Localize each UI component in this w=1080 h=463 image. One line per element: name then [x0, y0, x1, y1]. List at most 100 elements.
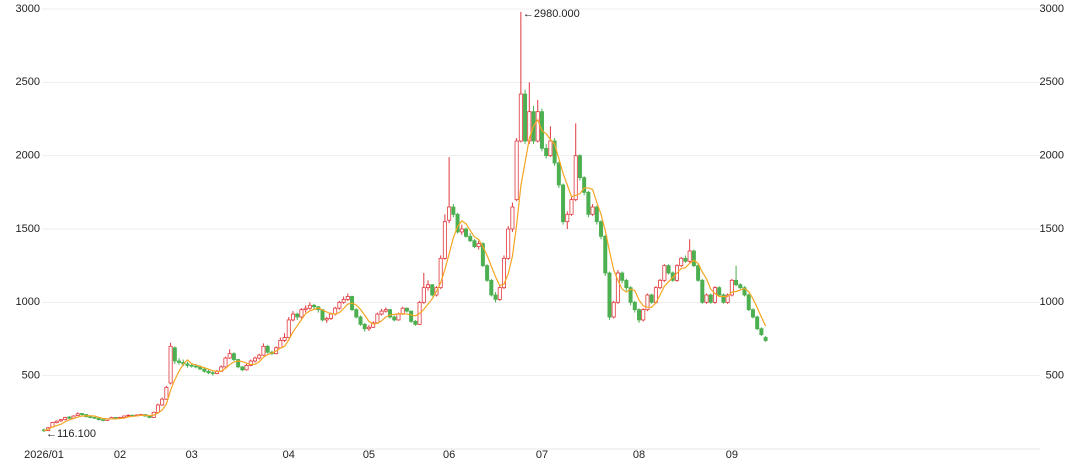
- x-tick-label: 2026/01: [24, 449, 64, 461]
- candle-body: [58, 419, 63, 422]
- candle-body: [375, 313, 380, 324]
- candle-body: [658, 279, 663, 289]
- x-tick-label: 08: [633, 449, 645, 461]
- y2-tick-label: 3000: [1040, 3, 1064, 15]
- candle-body: [742, 287, 747, 296]
- candle-body: [328, 313, 333, 319]
- candle-body: [113, 417, 118, 419]
- candle-body: [535, 111, 540, 142]
- y-tick-label: 2500: [16, 76, 40, 88]
- x-tick-label: 02: [114, 449, 126, 461]
- candle-body: [565, 213, 570, 223]
- candle-body: [278, 340, 283, 349]
- candle-body: [404, 307, 409, 312]
- candle-body: [666, 265, 671, 274]
- candle-body: [628, 287, 633, 303]
- y2-tick-label: 2500: [1040, 76, 1064, 88]
- x-tick-label: 07: [536, 449, 548, 461]
- candle-body: [126, 414, 131, 417]
- candle-body: [396, 313, 401, 321]
- candle-body: [544, 147, 549, 157]
- candle-body: [155, 404, 160, 413]
- candle-body: [510, 206, 515, 230]
- candle-body: [514, 140, 519, 201]
- y2-tick-label: 2000: [1040, 150, 1064, 162]
- candle-body: [569, 199, 574, 215]
- candle-body: [88, 416, 93, 418]
- candle-body: [248, 360, 253, 366]
- x-tick-label: 04: [283, 449, 295, 461]
- x-tick-label: 06: [443, 449, 455, 461]
- candle-body: [556, 162, 561, 186]
- candle-body: [459, 228, 464, 233]
- candle-body: [468, 235, 473, 242]
- candle-body: [286, 319, 291, 338]
- candle-body: [573, 155, 578, 201]
- candle-body: [641, 309, 646, 321]
- candle-body: [501, 257, 506, 289]
- candle-body: [472, 240, 477, 248]
- candle-body: [282, 337, 287, 341]
- candle-body: [388, 309, 393, 318]
- candle-body: [236, 359, 241, 368]
- y-tick-label: 500: [22, 370, 40, 382]
- candle-body: [759, 328, 764, 336]
- candle-body: [67, 416, 72, 419]
- candle-body: [615, 272, 620, 303]
- candle-body: [738, 284, 743, 289]
- candle-body: [442, 221, 447, 259]
- candle-body: [122, 415, 127, 418]
- candle-body: [426, 284, 431, 289]
- candle-body: [354, 309, 359, 318]
- extreme-label: ←2980.000: [523, 8, 580, 20]
- candle-body: [683, 257, 688, 262]
- candle-body: [624, 279, 629, 289]
- candle-body: [746, 294, 751, 311]
- candle-body: [704, 294, 709, 303]
- y-tick-label: 1500: [16, 223, 40, 235]
- candle-body: [101, 419, 106, 421]
- candle-body: [409, 310, 414, 322]
- candle-body: [421, 287, 426, 303]
- candle-body: [392, 316, 397, 321]
- candle-body: [366, 326, 371, 330]
- candle-body: [725, 294, 730, 303]
- candle-body: [700, 279, 705, 303]
- candle-body: [75, 413, 80, 416]
- candle-body: [193, 365, 198, 368]
- candle-body: [455, 213, 460, 233]
- candle-body: [189, 364, 194, 367]
- candle-body: [290, 313, 295, 321]
- candle-body: [506, 228, 511, 259]
- candle-body: [345, 296, 350, 300]
- candle-body: [303, 307, 308, 311]
- candle-body: [687, 250, 692, 262]
- candle-body: [362, 323, 367, 330]
- candle-body: [603, 235, 608, 274]
- y-tick-label: 3000: [16, 3, 40, 15]
- candle-body: [620, 272, 625, 281]
- candle-body: [637, 309, 642, 321]
- x-tick-label: 05: [363, 449, 375, 461]
- candle-body: [476, 243, 481, 248]
- candle-body: [729, 279, 734, 296]
- candle-body: [210, 372, 215, 374]
- candle-body: [430, 284, 435, 296]
- candle-body: [590, 206, 595, 215]
- candle-body: [594, 206, 599, 223]
- candle-body: [185, 363, 190, 366]
- candle-body: [755, 316, 760, 330]
- y2-tick-label: 1000: [1040, 296, 1064, 308]
- candle-body: [295, 313, 300, 318]
- x-tick-label: 03: [186, 449, 198, 461]
- candle-body: [438, 257, 443, 289]
- candle-body: [312, 304, 317, 308]
- candle-body: [763, 337, 768, 341]
- candle-body: [696, 265, 701, 281]
- candle-body: [371, 322, 376, 328]
- y2-tick-label: 500: [1046, 370, 1064, 382]
- candle-body: [632, 301, 637, 311]
- candle-body: [497, 287, 502, 300]
- candle-body: [611, 301, 616, 318]
